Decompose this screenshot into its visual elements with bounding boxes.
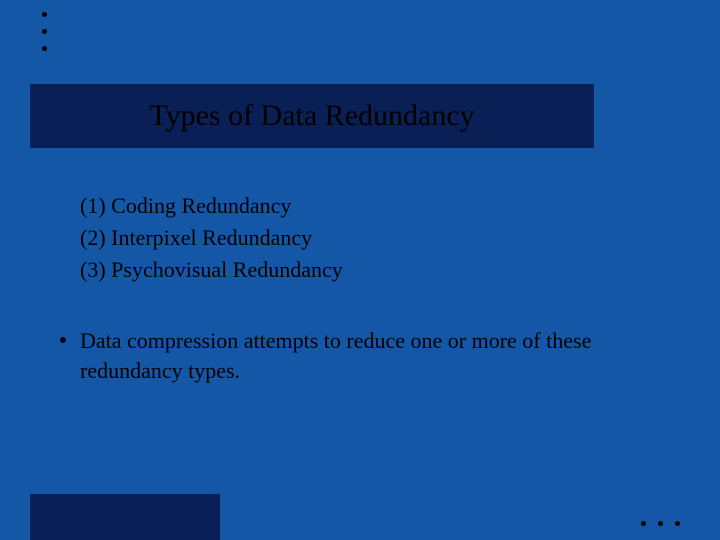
slide-title: Types of Data Redundancy — [149, 99, 474, 133]
dot-icon — [658, 521, 663, 526]
list-item: (2) Interpixel Redundancy — [80, 222, 660, 254]
decoration-dots-bottom — [641, 521, 680, 526]
slide-content: (1) Coding Redundancy (2) Interpixel Red… — [80, 190, 660, 387]
decoration-bottom-block — [30, 494, 220, 540]
list-item: (1) Coding Redundancy — [80, 190, 660, 222]
dot-icon — [675, 521, 680, 526]
dot-icon — [42, 12, 47, 17]
dot-icon — [641, 521, 646, 526]
dot-icon — [42, 29, 47, 34]
bullet-text: Data compression attempts to reduce one … — [80, 326, 660, 388]
decoration-dots-top — [42, 12, 47, 51]
title-bar: Types of Data Redundancy — [30, 84, 594, 148]
list-item: (3) Psychovisual Redundancy — [80, 254, 660, 286]
bullet-item: Data compression attempts to reduce one … — [80, 326, 660, 388]
dot-icon — [42, 46, 47, 51]
bullet-icon — [60, 337, 66, 343]
slide: Types of Data Redundancy (1) Coding Redu… — [0, 0, 720, 540]
